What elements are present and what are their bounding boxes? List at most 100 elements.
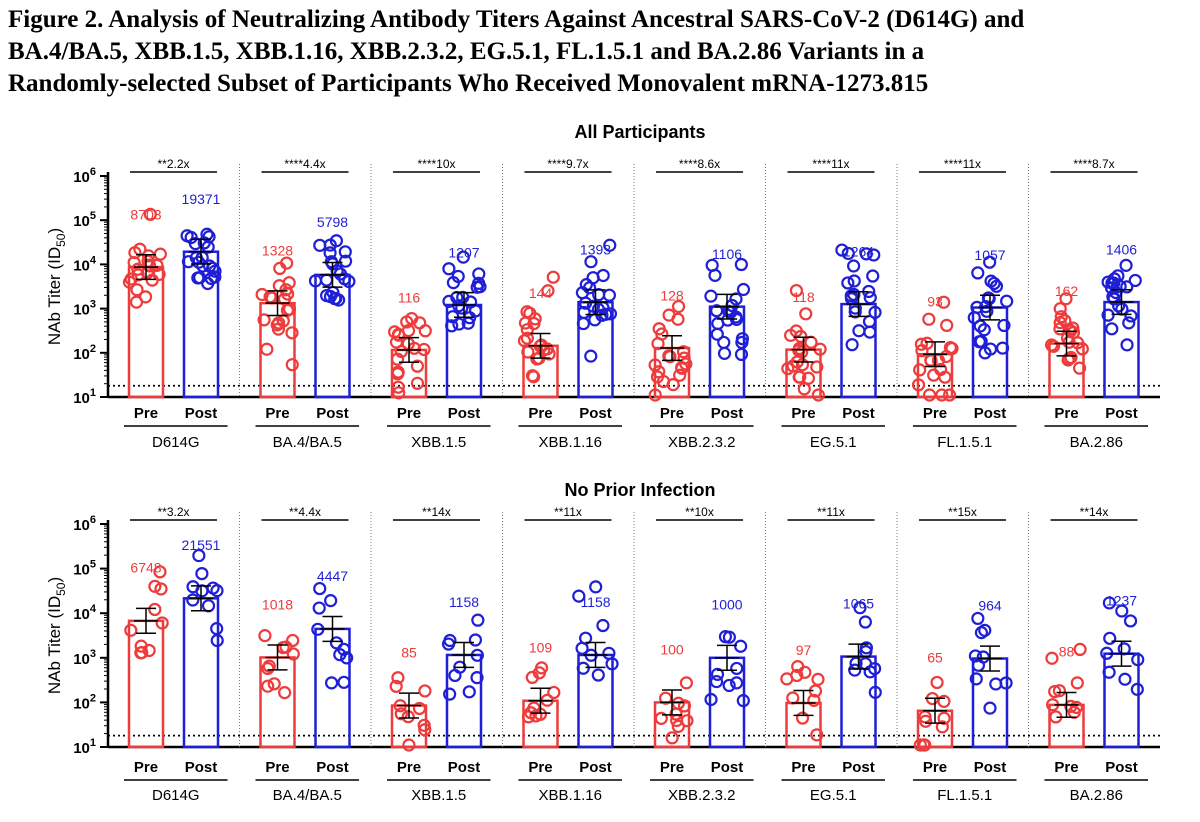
panel-title: All Participants [574,122,705,142]
pre-value-label: 118 [792,289,815,305]
x-tick-label: Post [711,405,744,422]
post-data-point [1113,279,1127,294]
pre-data-point [267,677,281,691]
variant-group: 116 Pre 1207 Post ****10x XBB.1.5 [370,157,491,451]
x-tick-label: Pre [923,405,947,422]
pre-data-point [1064,350,1078,365]
pre-data-point [783,328,798,342]
post-data-point [333,267,348,281]
x-tick-label: Post [842,405,875,422]
post-data-point [847,274,861,288]
pre-data-point [402,738,416,752]
post-value-label: 1158 [449,594,479,610]
post-data-point [722,678,736,693]
pre-data-point [922,388,937,402]
pre-data-point [1053,302,1067,316]
pre-data-point [138,290,153,304]
post-data-point [868,661,882,676]
pre-data-point [153,565,167,579]
post-data-point [709,674,724,689]
variant-label: FL.1.5.1 [937,787,992,804]
post-data-point [981,291,996,305]
post-data-point [736,282,751,297]
pre-value-label: 162 [1055,283,1079,299]
pre-data-point [279,640,293,654]
pre-data-point [811,388,825,402]
post-value-label: 1158 [580,594,610,610]
pre-data-point [131,268,145,282]
pre-data-point [935,388,949,402]
pre-data-point [521,345,535,359]
pre-data-point [542,347,556,361]
post-data-point [863,291,877,305]
comparison-label: **2.2x [157,157,189,171]
pre-data-point [935,720,949,734]
variant-label: XBB.1.5 [411,787,466,804]
comparison-label: ****11x [812,157,849,171]
comparison-label: **3.2x [157,505,189,519]
post-data-point [1120,338,1134,352]
post-data-point [313,238,327,252]
y-tick-label: 104 [73,603,97,623]
post-data-point [313,581,327,596]
pre-data-point [388,325,402,339]
variant-group: 97 Pre 1065 Post **11x EG.5.1 [765,505,885,804]
pre-data-point [541,284,555,298]
y-axis-label: NAb Titer (ID50) [45,228,68,345]
post-data-point [324,676,339,690]
post-data-point [472,267,486,281]
variant-group: 88 Pre 1237 Post **14x BA.2.86 [1028,505,1148,804]
post-data-point [1123,614,1138,628]
post-data-point [1101,275,1115,289]
post-value-label: 1237 [1106,593,1137,609]
post-data-point [471,613,485,627]
post-data-point [1102,596,1116,610]
pre-data-point [135,646,149,660]
y-tick-label: 105 [73,559,96,579]
y-tick-label: 102 [73,692,96,712]
pre-data-point [394,707,408,721]
post-data-point [983,342,998,356]
pre-data-point [257,313,271,327]
pre-data-point [410,376,425,390]
pre-data-point [789,283,804,298]
figure-title: Figure 2. Analysis of Neutralizing Antib… [8,4,1193,100]
pre-data-point [285,326,299,340]
post-data-point [206,581,220,595]
x-tick-label: Pre [660,405,684,422]
post-value-label: 1000 [711,597,742,613]
post-data-point [1103,631,1117,645]
variant-group: 1018 Pre 4447 Post **4.4x BA.4/BA.5 [239,505,359,804]
y-tick-label: 102 [73,343,96,363]
pre-data-point [1072,361,1087,375]
post-data-point [186,580,200,594]
pre-value-label: 128 [660,287,684,303]
pre-data-point [1064,699,1078,713]
post-data-point [974,626,989,640]
post-value-label: 964 [978,597,1002,613]
pre-data-point [652,365,666,379]
pre-data-point [1048,684,1062,699]
post-data-point [730,661,744,676]
post-data-point [1120,280,1134,294]
pre-data-point [148,579,162,593]
variant-group: 118 Pre 1264 Post ****11x EG.5.1 [765,157,885,451]
x-tick-label: Pre [265,759,289,776]
comparison-label: **4.4x [289,505,321,519]
pre-value-label: 65 [927,650,943,666]
pre-data-point [261,679,275,693]
post-data-point [584,349,598,363]
post-bar [182,597,220,749]
variant-group: 65 Pre 964 Post **15x FL.1.5.1 [896,505,1017,804]
post-data-point [1102,665,1116,679]
pre-data-point [792,344,806,358]
post-data-point [1105,322,1119,336]
pre-data-point [389,679,403,693]
variant-label: D614G [152,434,200,451]
pre-data-point [648,358,662,372]
pre-data-point [918,738,932,752]
x-tick-label: Post [842,759,875,776]
pre-data-point [930,675,944,690]
post-data-point [859,247,873,261]
